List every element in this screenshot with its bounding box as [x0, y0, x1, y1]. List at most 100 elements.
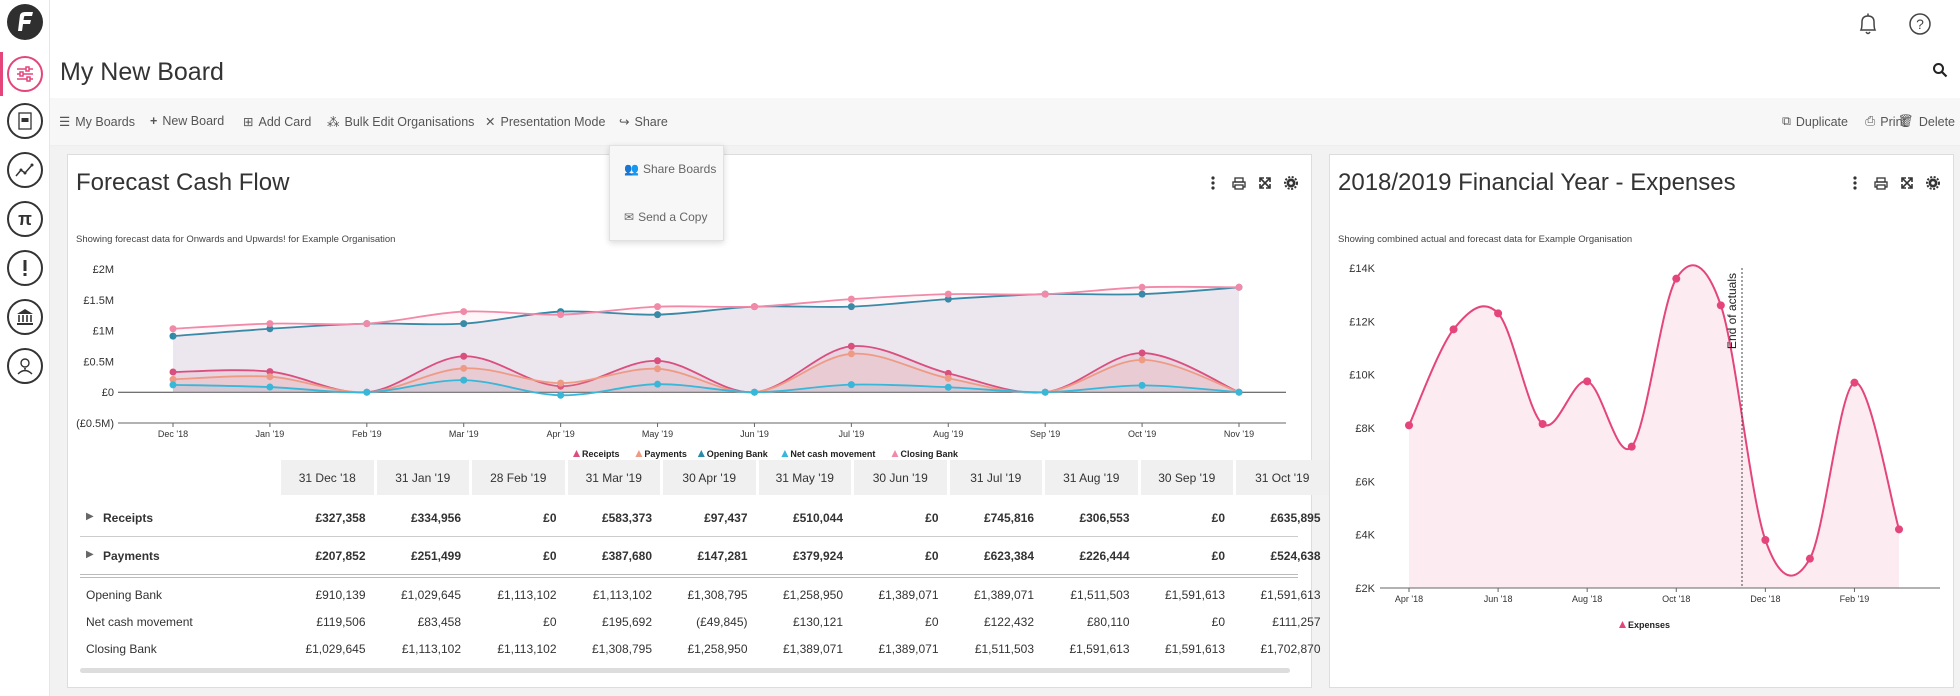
- share-boards-item[interactable]: 👥 Share Boards: [624, 162, 716, 176]
- pi-icon[interactable]: π: [7, 201, 43, 237]
- y-tick-label: £0.5M: [83, 356, 114, 368]
- presentation-mode-button[interactable]: ✕ Presentation Mode: [485, 114, 605, 130]
- bell-icon[interactable]: [1854, 10, 1882, 38]
- bank-icon[interactable]: [7, 299, 43, 335]
- table-cell: £1,113,102: [592, 588, 652, 602]
- expand-caret-icon[interactable]: ▶: [86, 549, 94, 560]
- expand-icon[interactable]: [1899, 175, 1915, 191]
- data-point: [1041, 290, 1049, 298]
- data-point: [1583, 377, 1592, 386]
- board-icon[interactable]: [7, 56, 43, 92]
- table-cell: £379,924: [792, 549, 843, 563]
- data-point: [1235, 283, 1243, 291]
- table-cell: £327,358: [315, 511, 366, 525]
- data-point: [944, 295, 952, 303]
- plus-square-icon: ⊞: [243, 115, 254, 129]
- report-icon[interactable]: [7, 103, 43, 139]
- table-cell: £119,506: [316, 615, 366, 629]
- x-tick-label: Jun '19: [740, 429, 769, 439]
- y-tick-label: £14K: [1349, 263, 1375, 275]
- data-point: [266, 368, 274, 376]
- table-cell: £130,121: [792, 615, 843, 629]
- column-header: 31 Jul '19: [949, 460, 1042, 495]
- row-label[interactable]: Payments: [103, 549, 160, 563]
- settings-icon[interactable]: [1925, 175, 1941, 191]
- horizontal-scrollbar[interactable]: [80, 668, 1290, 673]
- table-cell: £0: [1211, 549, 1225, 563]
- share-dropdown: 👥 Share Boards ✉ Send a Copy: [609, 145, 724, 241]
- plus-icon: +: [150, 114, 158, 128]
- column-header: 30 Apr '19: [663, 460, 756, 495]
- legend-label: Opening Bank: [707, 449, 769, 459]
- share-boards-label: Share Boards: [642, 162, 717, 176]
- card-subtitle: Showing forecast data for Onwards and Up…: [76, 234, 396, 245]
- chart-icon[interactable]: [7, 152, 43, 188]
- print-icon[interactable]: [1231, 175, 1247, 191]
- app-logo[interactable]: [7, 4, 43, 40]
- table-cell: £334,956: [410, 511, 461, 525]
- duplicate-button[interactable]: ⧉ Duplicate: [1782, 114, 1848, 129]
- legend-label: Payments: [644, 449, 687, 459]
- y-tick-label: £1.5M: [83, 295, 114, 307]
- my-boards-button[interactable]: ☰ My Boards: [59, 114, 135, 130]
- data-point: [1235, 388, 1243, 396]
- bulk-edit-label: Bulk Edit Organisations: [344, 114, 475, 129]
- settings-icon[interactable]: [1283, 175, 1299, 191]
- expand-caret-icon[interactable]: ▶: [86, 511, 94, 522]
- print-label: Print: [1880, 114, 1906, 129]
- data-point: [266, 320, 274, 328]
- x-tick-label: Aug '18: [1572, 594, 1602, 604]
- more-icon[interactable]: [1847, 175, 1863, 191]
- data-point: [460, 376, 468, 384]
- new-board-button[interactable]: + New Board: [150, 114, 224, 128]
- data-point: [557, 311, 565, 319]
- table-cell: £1,029,645: [305, 642, 366, 656]
- table-cell: £1,591,613: [1164, 588, 1225, 602]
- data-point: [1805, 554, 1814, 563]
- left-sidebar: π: [0, 0, 50, 696]
- data-point: [1138, 356, 1146, 364]
- row-label: Net cash movement: [86, 615, 193, 629]
- table-cell: £1,591,613: [1260, 588, 1321, 602]
- table-cell: £0: [543, 549, 557, 563]
- data-point: [266, 325, 274, 333]
- x-tick-label: Feb '19: [1840, 594, 1870, 604]
- data-point: [557, 391, 565, 399]
- print-icon[interactable]: [1873, 175, 1889, 191]
- alert-icon[interactable]: [7, 250, 43, 286]
- svg-text:?: ?: [1916, 16, 1924, 32]
- trash-icon: 🗑: [1897, 114, 1914, 128]
- table-cell: £745,816: [983, 511, 1034, 525]
- search-icon[interactable]: [1932, 62, 1948, 83]
- board-title: My New Board: [60, 58, 224, 86]
- column-header: 31 Oct '19: [1236, 460, 1329, 495]
- users-icon: 👥: [624, 162, 639, 176]
- delete-button[interactable]: 🗑 Delete: [1898, 114, 1955, 129]
- y-tick-label: (£0.5M): [76, 418, 114, 430]
- table-cell: £1,591,613: [1164, 642, 1225, 656]
- add-card-button[interactable]: ⊞ Add Card: [243, 114, 311, 130]
- x-tick-label: Apr '18: [1395, 594, 1423, 604]
- column-header: 31 Dec '18: [281, 460, 374, 495]
- table-cell: £1,113,102: [497, 588, 557, 602]
- data-point: [944, 290, 952, 298]
- table-cell: £524,638: [1270, 549, 1321, 563]
- help-icon[interactable]: ?: [1906, 10, 1934, 38]
- user-icon[interactable]: [7, 348, 43, 384]
- expand-icon[interactable]: [1257, 175, 1273, 191]
- more-icon[interactable]: [1205, 175, 1221, 191]
- x-tick-label: Oct '19: [1128, 429, 1156, 439]
- row-label[interactable]: Receipts: [103, 511, 154, 525]
- x-tick-label: Dec '18: [158, 429, 188, 439]
- table-cell: £122,432: [983, 615, 1034, 629]
- expenses-chart: £14K £12K £10K £8K £6K £4K £2K Apr '18 Jun '18 Au…: [1349, 263, 1940, 630]
- bulk-edit-button[interactable]: ⁂ Bulk Edit Organisations: [327, 114, 475, 130]
- data-point: [1449, 325, 1458, 334]
- legend-marker: [573, 450, 580, 457]
- send-copy-item[interactable]: ✉ Send a Copy: [624, 210, 707, 224]
- share-button[interactable]: ↪ Share: [619, 114, 668, 130]
- data-point: [460, 320, 468, 328]
- legend-label: Receipts: [582, 449, 620, 459]
- legend-label: Expenses: [1628, 620, 1670, 630]
- print-button[interactable]: ⎙ Print: [1865, 114, 1906, 129]
